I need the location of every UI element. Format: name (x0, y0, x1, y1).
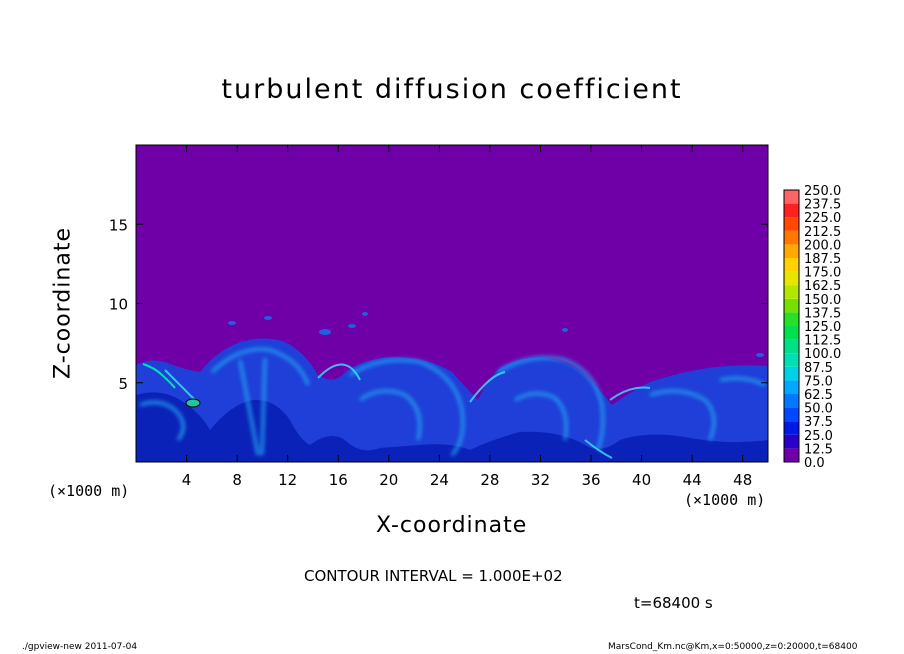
colorbar-level-label: 162.5 (804, 279, 841, 294)
colorbar-swatch (784, 271, 799, 286)
colorbar-level-label: 25.0 (804, 429, 833, 444)
x-axis-label: X-coordinate (376, 513, 528, 538)
x-tick-label: 20 (379, 471, 398, 489)
colorbar-level-label: 200.0 (804, 238, 841, 253)
colorbar-level-label: 225.0 (804, 211, 841, 226)
colorbar-swatch (784, 407, 799, 422)
colorbar-level-label: 12.5 (804, 442, 833, 457)
x-tick-label: 32 (531, 471, 550, 489)
x-tick-label: 36 (581, 471, 600, 489)
x-tick-label: 28 (480, 471, 499, 489)
colorbar-level-label: 0.0 (804, 456, 825, 471)
y-tick-label: 15 (109, 216, 128, 234)
colorbar-swatch (784, 230, 799, 245)
contour-interval-note: CONTOUR INTERVAL = 1.000E+02 (304, 567, 563, 585)
colorbar: 0.012.525.037.550.062.575.087.5100.0112.… (783, 184, 841, 471)
chart-title: turbulent diffusion coefficient (221, 74, 683, 105)
x-axis-unit-right: (×1000 m) (684, 491, 766, 509)
colorbar-level-label: 75.0 (804, 374, 833, 389)
colorbar-level-label: 37.5 (804, 415, 833, 430)
colorbar-swatch (784, 326, 799, 340)
colorbar-swatch (784, 421, 799, 435)
colorbar-swatch (784, 434, 799, 449)
colorbar-swatch (784, 190, 799, 204)
colorbar-swatch (784, 366, 799, 381)
colorbar-level-label: 87.5 (804, 361, 833, 376)
colorbar-swatch (784, 380, 799, 394)
colorbar-swatch (784, 394, 799, 408)
colorbar-level-label: 175.0 (804, 266, 841, 281)
x-tick-label: 4 (182, 471, 192, 489)
y-tick-label: 5 (118, 375, 128, 393)
x-tick-label: 24 (430, 471, 449, 489)
y-axis: 5 10 15 (109, 216, 768, 393)
footer-right: MarsCond_Km.nc@Km,x=0:50000,z=0:20000,t=… (608, 642, 858, 652)
colorbar-level-label: 100.0 (804, 347, 841, 362)
colorbar-level-label: 187.5 (804, 252, 841, 267)
colorbar-level-label: 237.5 (804, 198, 841, 213)
colorbar-frame (783, 189, 800, 463)
colorbar-swatch (784, 353, 799, 367)
colorbar-level-label: 150.0 (804, 293, 841, 308)
x-axis-unit-left: (×1000 m) (48, 482, 130, 500)
x-tick-label: 48 (733, 471, 752, 489)
colorbar-level-label: 125.0 (804, 320, 841, 335)
x-tick-label: 40 (632, 471, 651, 489)
colorbar-level-label: 112.5 (804, 334, 841, 349)
colorbar-swatch (784, 203, 799, 218)
x-tick-label: 12 (278, 471, 297, 489)
colorbar-swatch (784, 217, 799, 231)
x-axis: 4 8 12 16 20 24 28 32 36 40 44 48 (182, 145, 752, 489)
colorbar-swatch (784, 258, 799, 272)
footer-left: ./gpview-new 2011-07-04 (22, 642, 138, 652)
time-stamp: t=68400 s (634, 594, 713, 612)
colorbar-swatch (784, 244, 799, 258)
y-tick-label: 10 (109, 296, 128, 314)
x-tick-label: 44 (683, 471, 702, 489)
colorbar-level-label: 250.0 (804, 184, 841, 199)
x-tick-label: 8 (232, 471, 242, 489)
colorbar-level-label: 62.5 (804, 388, 833, 403)
turbulence-field (136, 312, 768, 462)
colorbar-level-label: 212.5 (804, 225, 841, 240)
colorbar-swatch (784, 298, 799, 313)
colorbar-level-label: 50.0 (804, 402, 833, 417)
colorbar-swatch (784, 285, 799, 299)
colorbar-swatch (784, 448, 799, 462)
x-tick-label: 16 (329, 471, 348, 489)
colorbar-swatch (784, 339, 799, 354)
colorbar-swatch (784, 312, 799, 326)
colorbar-level-label: 137.5 (804, 306, 841, 321)
